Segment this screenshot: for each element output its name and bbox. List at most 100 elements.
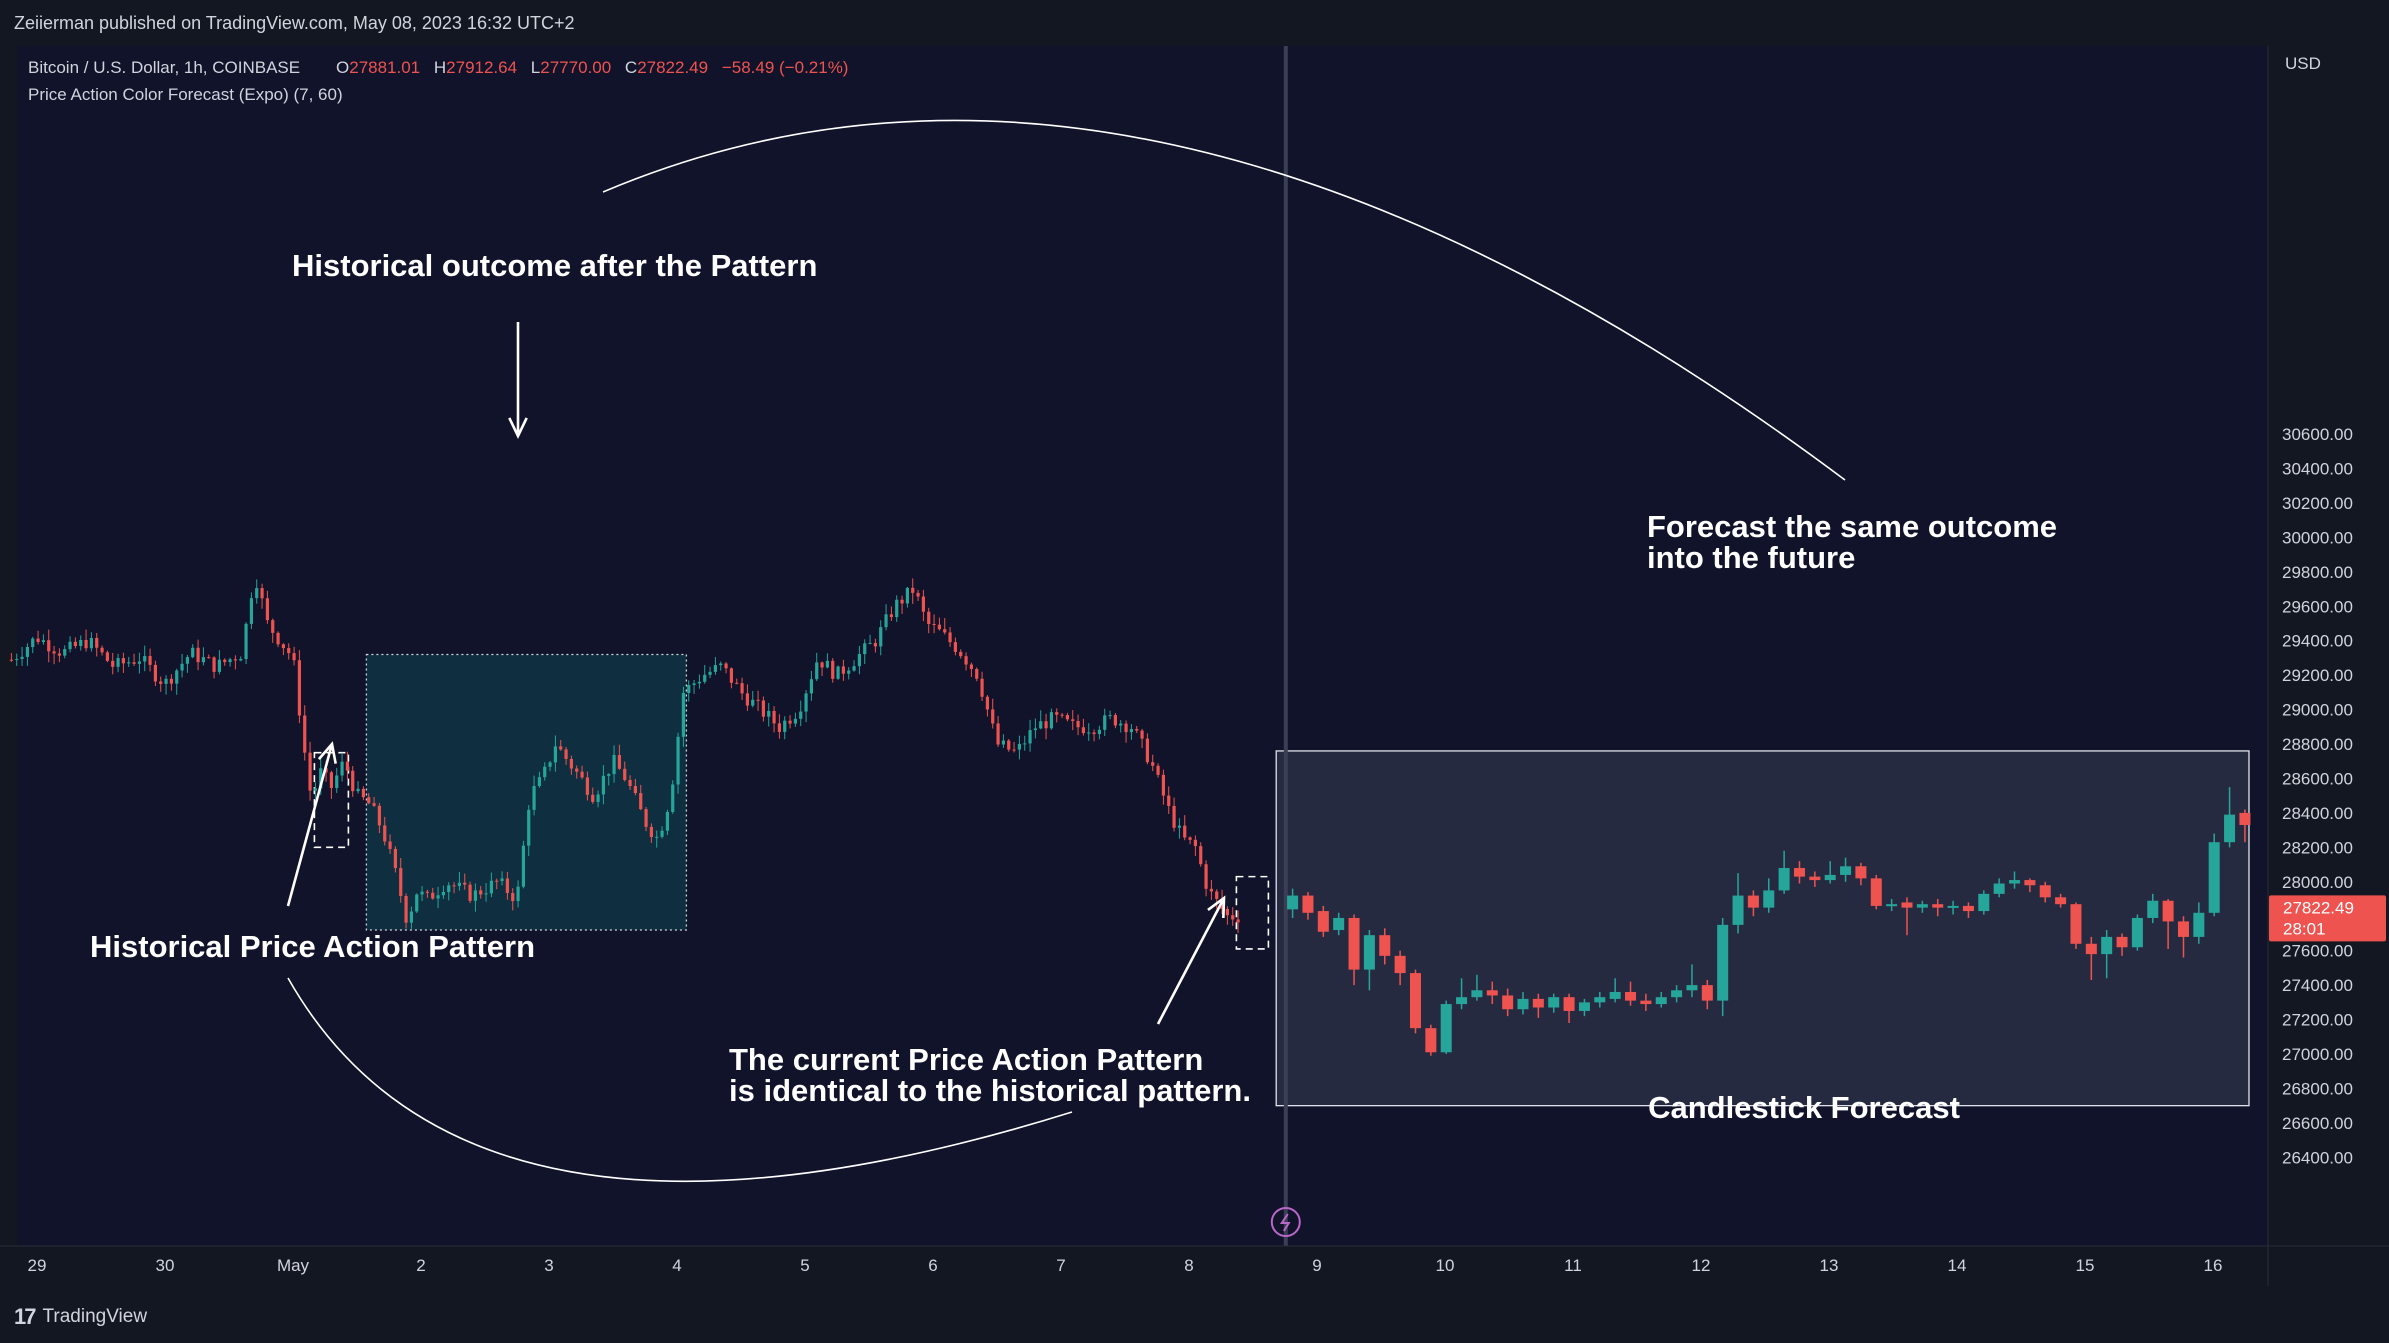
history-candle <box>89 637 93 649</box>
price-tick-label: 30000.00 <box>2282 528 2353 547</box>
forecast-candle <box>1855 866 1867 879</box>
history-candle <box>457 882 461 886</box>
history-candle <box>479 890 483 895</box>
history-candle <box>527 809 531 846</box>
forecast-candle <box>1671 990 1683 998</box>
history-candle <box>980 678 984 697</box>
forecast-candle <box>1747 895 1759 908</box>
history-candle <box>1039 721 1043 729</box>
history-candle <box>687 684 691 693</box>
history-candle <box>313 788 317 791</box>
history-candle <box>132 662 136 664</box>
history-candle <box>36 638 40 643</box>
history-candle <box>548 762 552 767</box>
price-tick-label: 28000.00 <box>2282 873 2353 892</box>
history-candle <box>692 683 696 685</box>
history-candle <box>889 614 893 618</box>
history-candle <box>180 663 184 671</box>
legend-close-value: 27822.49 <box>637 58 708 77</box>
history-candle <box>489 880 493 894</box>
forecast-candle <box>1456 997 1468 1005</box>
last-price-tag[interactable] <box>2269 895 2386 942</box>
history-candle <box>505 878 509 893</box>
outcome-box <box>365 653 688 931</box>
history-candle <box>175 670 179 684</box>
time-axis-panel[interactable] <box>0 1246 2268 1286</box>
forecast-candle <box>1947 905 1959 908</box>
arrow-to-history-pattern-head <box>317 741 337 764</box>
history-candle <box>303 715 307 753</box>
forecast-candle <box>1993 883 2005 894</box>
history-candle <box>84 640 88 649</box>
time-tick-label: 14 <box>1948 1256 1967 1275</box>
forecast-candle <box>2162 900 2174 922</box>
history-candle <box>52 651 56 654</box>
history-candle <box>127 662 131 664</box>
history-candle <box>372 803 376 806</box>
history-candle <box>1113 715 1117 726</box>
time-tick-label: 3 <box>544 1256 553 1275</box>
price-tick-label: 29200.00 <box>2282 666 2353 685</box>
history-candle <box>164 678 168 684</box>
forecast-candle <box>2024 880 2036 886</box>
history-candle <box>596 794 600 802</box>
price-tick-label: 29800.00 <box>2282 563 2353 582</box>
history-candle <box>649 826 653 838</box>
history-candle <box>857 654 861 667</box>
history-candle <box>820 662 824 668</box>
history-candle <box>1225 908 1229 916</box>
tradingview-logo[interactable]: 17 TradingView <box>14 1304 147 1330</box>
history-candle <box>25 647 29 657</box>
history-candle <box>79 640 83 647</box>
forecast-candle <box>1317 911 1329 932</box>
price-axis-panel[interactable] <box>2268 46 2389 1286</box>
legend-low-label: L <box>531 58 540 77</box>
legend-close-label: C <box>625 58 637 77</box>
history-candle <box>660 830 664 837</box>
history-pattern-box <box>313 751 350 849</box>
forecast-candle <box>1978 893 1990 912</box>
forecast-candle <box>1502 995 1514 1010</box>
history-candle <box>553 746 557 763</box>
history-candle <box>1065 715 1069 720</box>
price-tick-label: 27000.00 <box>2282 1045 2353 1064</box>
forecast-candle <box>1394 955 1406 974</box>
history-candle <box>281 644 285 649</box>
price-tick-label: 28800.00 <box>2282 735 2353 754</box>
legend-indicator[interactable]: Price Action Color Forecast (Expo) (7, 6… <box>28 85 343 104</box>
lightning-icon[interactable] <box>1270 1207 1301 1237</box>
annotation-candlestick-forecast: Candlestick Forecast <box>1648 1090 1960 1125</box>
forecast-candle <box>1793 868 1805 877</box>
annotation-historical-outcome: Historical outcome after the Pattern <box>292 248 817 283</box>
history-candle <box>655 836 659 838</box>
time-tick-label: 13 <box>1820 1256 1839 1275</box>
history-candle <box>73 641 77 647</box>
history-candle <box>532 786 536 810</box>
history-candle <box>169 678 173 684</box>
history-candle <box>116 658 120 667</box>
history-candle <box>271 620 275 633</box>
history-candle <box>399 868 403 896</box>
history-candle <box>772 710 776 724</box>
arrow-to-current-pattern <box>1156 897 1226 1025</box>
history-candle <box>959 651 963 657</box>
history-candle <box>559 746 563 750</box>
history-candle <box>911 587 915 593</box>
forecast-candle <box>1409 973 1421 1029</box>
forecast-candle <box>1517 998 1529 1010</box>
history-candle <box>623 768 627 780</box>
price-tick-label: 28400.00 <box>2282 804 2353 823</box>
history-candle <box>148 656 152 665</box>
history-candle <box>1193 839 1197 847</box>
time-tick-label: 10 <box>1436 1256 1455 1275</box>
history-candle <box>884 614 888 628</box>
legend-ohlc: O27881.01 H27912.64 L27770.00 C27822.49 … <box>336 58 848 77</box>
lightning-icon-glyph <box>1279 1213 1291 1232</box>
history-candle <box>1129 729 1133 733</box>
history-candle <box>185 657 189 664</box>
history-candle <box>249 598 253 624</box>
price-tick-label: 28200.00 <box>2282 838 2353 857</box>
history-candle <box>1092 732 1096 735</box>
forecast-candle <box>1333 917 1345 931</box>
